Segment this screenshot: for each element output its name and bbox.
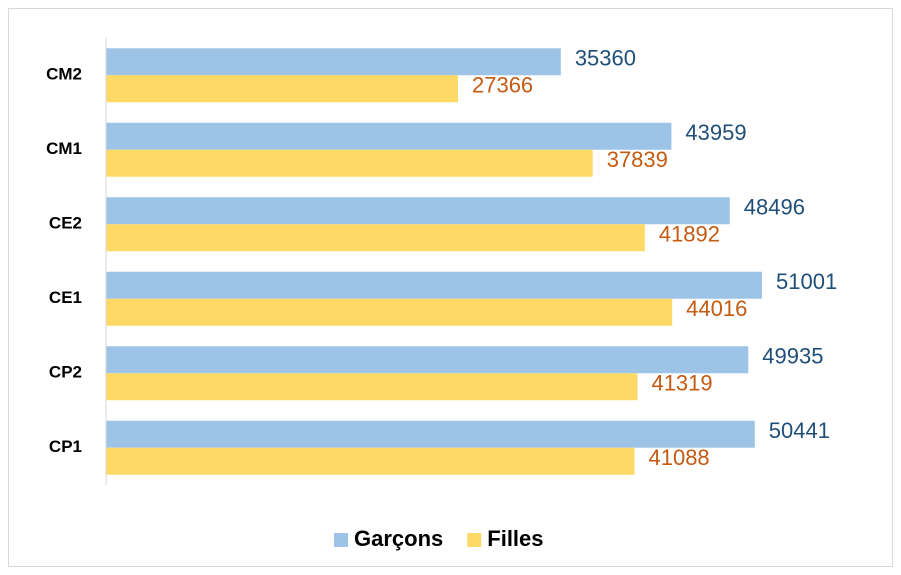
- value-label: 41088: [648, 445, 709, 470]
- category-label: CM2: [46, 65, 82, 84]
- legend-label: Garçons: [354, 526, 443, 551]
- bar: [106, 48, 561, 76]
- bar: [106, 197, 730, 225]
- bar: [106, 122, 672, 150]
- value-label: 41319: [651, 371, 712, 396]
- bar: [106, 373, 638, 401]
- value-label: 48496: [744, 195, 805, 220]
- value-label: 27366: [472, 73, 533, 98]
- category-label: CE1: [49, 288, 82, 307]
- legend-swatch: [467, 533, 482, 547]
- bar: [106, 75, 458, 103]
- value-label: 41892: [659, 222, 720, 247]
- bar: [106, 298, 673, 326]
- value-label: 44016: [686, 296, 747, 321]
- bar: [106, 149, 593, 177]
- bar: [106, 420, 755, 448]
- value-label: 50441: [769, 418, 830, 443]
- value-label: 35360: [575, 46, 636, 71]
- value-label: 49935: [762, 344, 823, 369]
- bar: [106, 271, 762, 299]
- legend-label: Filles: [487, 526, 543, 551]
- value-label: 51001: [776, 269, 837, 294]
- bar: [106, 224, 645, 252]
- bar: [106, 346, 749, 374]
- value-label: 43959: [685, 120, 746, 145]
- category-label: CP2: [49, 363, 82, 382]
- category-label: CP1: [49, 437, 82, 456]
- category-label: CM1: [46, 139, 82, 158]
- bar: [106, 447, 635, 475]
- category-label: CE2: [49, 214, 82, 233]
- value-label: 37839: [607, 147, 668, 172]
- legend-swatch: [334, 533, 348, 547]
